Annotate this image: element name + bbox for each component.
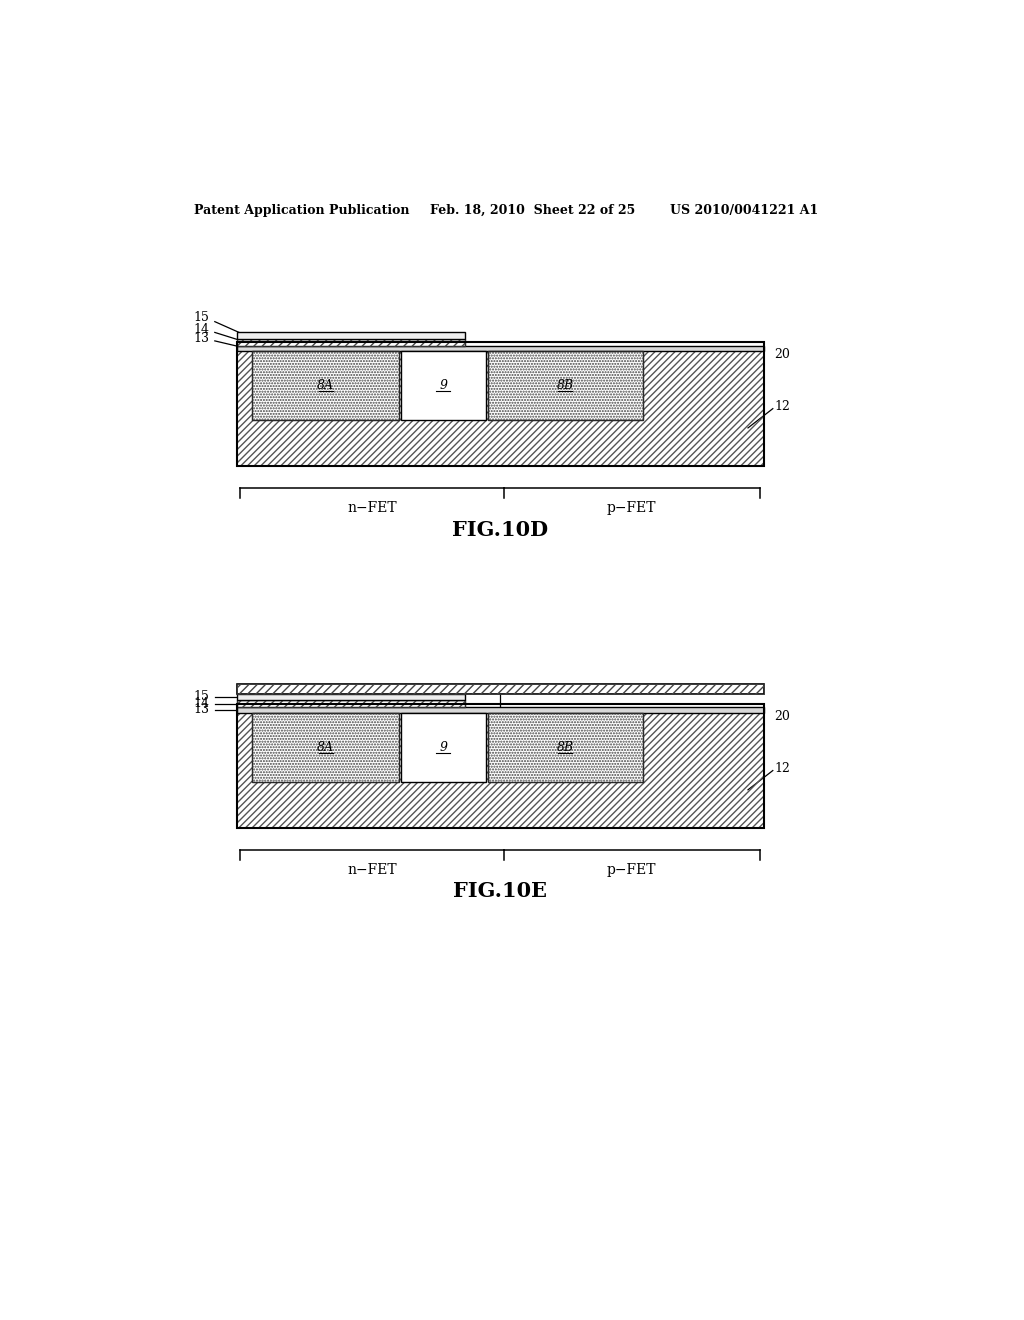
Bar — [252, 351, 399, 420]
Bar — [400, 713, 486, 781]
Text: 9: 9 — [439, 741, 447, 754]
Text: 12: 12 — [774, 762, 791, 775]
Bar — [237, 347, 764, 466]
Bar — [237, 342, 764, 466]
Bar — [252, 713, 399, 781]
Text: FIG.10E: FIG.10E — [453, 882, 547, 902]
Text: 12: 12 — [774, 400, 791, 413]
Bar — [237, 684, 764, 693]
Bar — [237, 709, 764, 829]
Text: 15: 15 — [194, 312, 209, 325]
Bar — [237, 331, 465, 339]
Text: 14: 14 — [194, 323, 209, 335]
Bar — [237, 704, 764, 829]
Bar — [237, 709, 764, 829]
Bar — [237, 701, 465, 708]
Text: FIG.10D: FIG.10D — [452, 520, 548, 540]
Text: n−FET: n−FET — [347, 502, 397, 515]
Bar — [237, 693, 465, 701]
Bar — [487, 713, 643, 781]
Text: 13: 13 — [194, 704, 209, 717]
Bar — [252, 713, 399, 781]
Bar — [487, 351, 643, 420]
Bar — [237, 347, 764, 466]
Bar — [237, 701, 465, 708]
Bar — [487, 713, 643, 781]
Text: 14: 14 — [194, 697, 209, 710]
Bar — [237, 708, 764, 713]
Text: 13: 13 — [194, 333, 209, 345]
Text: p−FET: p−FET — [607, 502, 656, 515]
Bar — [487, 351, 643, 420]
Text: US 2010/0041221 A1: US 2010/0041221 A1 — [671, 205, 819, 218]
Text: n−FET: n−FET — [347, 863, 397, 876]
Bar — [237, 684, 764, 693]
Text: Patent Application Publication: Patent Application Publication — [194, 205, 410, 218]
Bar — [237, 346, 764, 351]
Text: p−FET: p−FET — [607, 863, 656, 876]
Text: 8A: 8A — [317, 741, 334, 754]
Bar — [237, 339, 465, 346]
Bar — [237, 339, 465, 346]
Text: 20: 20 — [774, 710, 791, 723]
Text: 16: 16 — [492, 710, 508, 723]
Text: 20: 20 — [774, 348, 791, 362]
Text: 9: 9 — [439, 379, 447, 392]
Text: 8B: 8B — [556, 741, 573, 754]
Text: 15: 15 — [194, 690, 209, 704]
Text: 8A: 8A — [317, 379, 334, 392]
Bar — [400, 351, 486, 420]
Text: 8B: 8B — [556, 379, 573, 392]
Text: Feb. 18, 2010  Sheet 22 of 25: Feb. 18, 2010 Sheet 22 of 25 — [430, 205, 636, 218]
Bar — [252, 351, 399, 420]
